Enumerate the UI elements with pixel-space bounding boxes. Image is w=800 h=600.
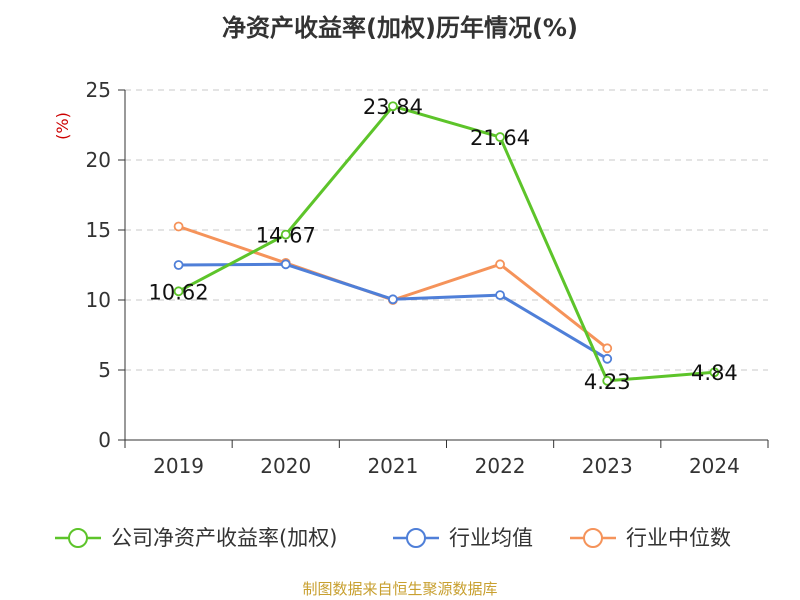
data-point bbox=[173, 221, 184, 232]
x-tick-label: 2019 bbox=[153, 454, 204, 478]
x-tick-label: 2020 bbox=[260, 454, 311, 478]
data-point bbox=[495, 259, 505, 270]
grid-lines bbox=[125, 89, 768, 371]
x-tick-label: 2021 bbox=[367, 454, 418, 478]
series-1 bbox=[173, 259, 613, 364]
y-tick-label: 15 bbox=[86, 218, 111, 242]
data-point bbox=[280, 229, 291, 240]
data-point bbox=[495, 290, 505, 301]
data-label: 4.84 bbox=[691, 361, 738, 385]
y-tick-label: 0 bbox=[98, 428, 111, 452]
y-tick-label: 20 bbox=[86, 148, 111, 172]
y-tick-label: 5 bbox=[98, 358, 111, 382]
y-tick-label: 25 bbox=[86, 78, 111, 102]
x-tick-label: 2024 bbox=[689, 454, 740, 478]
axes: 0 5 10 15 20 25 2019 2020 2021 2022 2023 2024 bbox=[86, 78, 769, 478]
x-tick-label: 2022 bbox=[475, 454, 526, 478]
series-0 bbox=[173, 101, 720, 386]
data-point bbox=[709, 367, 720, 378]
legend-swatch-circle bbox=[406, 528, 426, 548]
legend-item-1[interactable]: 行业均值 bbox=[393, 526, 533, 550]
data-point bbox=[495, 132, 505, 142]
legend-label: 公司净资产收益率(加权) bbox=[111, 526, 337, 550]
data-labels: 10.62 14.67 23.84 21.64 4.23 4.84 bbox=[149, 95, 738, 394]
x-tick-label: 2023 bbox=[582, 454, 633, 478]
data-point bbox=[280, 259, 291, 270]
source-note: 制图数据来自恒生聚源数据库 bbox=[302, 580, 497, 598]
data-label: 23.84 bbox=[363, 95, 423, 119]
data-point bbox=[602, 375, 613, 386]
data-point bbox=[602, 353, 613, 364]
series-line bbox=[178, 262, 609, 361]
series-line bbox=[178, 225, 609, 350]
data-label: 21.64 bbox=[470, 126, 530, 150]
chart-title: 净资产收益率(加权)历年情况(%) bbox=[222, 14, 578, 42]
legend-item-2[interactable]: 行业中位数 bbox=[570, 526, 731, 550]
data-point bbox=[173, 286, 184, 297]
data-point bbox=[388, 101, 398, 112]
legend[interactable]: 公司净资产收益率(加权) 行业均值 行业中位数 bbox=[55, 526, 731, 550]
y-axis-unit-label: (%) bbox=[53, 112, 72, 140]
series-line bbox=[177, 104, 715, 383]
data-label: 10.62 bbox=[149, 280, 209, 304]
legend-label: 行业均值 bbox=[449, 526, 533, 550]
legend-swatch-circle bbox=[583, 528, 603, 548]
y-tick-label: 10 bbox=[86, 288, 111, 312]
legend-label: 行业中位数 bbox=[626, 526, 731, 550]
series-lines bbox=[173, 101, 720, 386]
legend-swatch-circle bbox=[68, 528, 88, 548]
data-point bbox=[602, 343, 613, 354]
data-label: 14.67 bbox=[256, 224, 316, 248]
data-point bbox=[173, 260, 184, 270]
data-label: 4.23 bbox=[584, 370, 631, 394]
legend-item-0[interactable]: 公司净资产收益率(加权) bbox=[55, 526, 337, 550]
data-point bbox=[388, 294, 398, 305]
